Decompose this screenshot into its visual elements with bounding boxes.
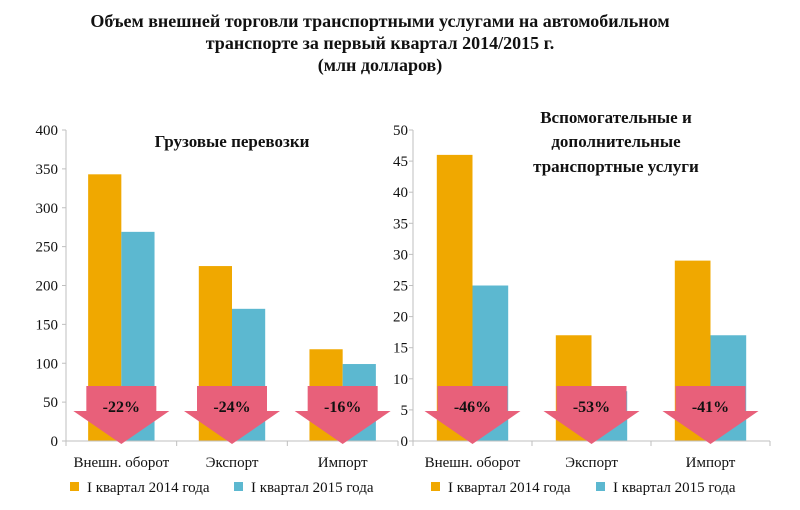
y-tick-label: 15	[393, 341, 408, 357]
y-tick-label: 300	[36, 201, 59, 217]
y-tick-label: 45	[393, 154, 408, 170]
chart-title: Объем внешней торговли транспортными усл…	[0, 10, 760, 76]
legend-label: I квартал 2015 года	[251, 480, 374, 496]
y-tick-label: 5	[401, 403, 409, 419]
legend-swatch	[70, 482, 79, 491]
change-arrow-icon	[662, 386, 759, 444]
x-category-label: Импорт	[686, 455, 736, 471]
legend-label: I квартал 2014 года	[448, 480, 571, 496]
y-tick-label: 200	[36, 279, 59, 295]
panel-title: Вспомогательные и	[540, 108, 692, 127]
change-percent-label: -41%	[692, 399, 729, 416]
change-arrow-icon	[543, 386, 640, 444]
change-percent-label: -24%	[213, 399, 250, 416]
y-tick-label: 20	[393, 310, 408, 326]
panel-title: дополнительные	[551, 132, 681, 151]
change-arrow-icon	[184, 386, 280, 444]
y-tick-label: 40	[393, 185, 408, 201]
x-category-label: Экспорт	[206, 455, 259, 471]
x-category-label: Внешн. оборот	[73, 455, 169, 471]
change-arrow-icon	[424, 386, 521, 444]
legend-label: I квартал 2015 года	[613, 480, 736, 496]
x-category-label: Внешн. оборот	[425, 455, 521, 471]
y-tick-label: 50	[43, 395, 58, 411]
change-percent-label: -16%	[324, 399, 361, 416]
y-tick-label: 150	[36, 317, 59, 333]
chart-title-line-3: (млн долларов)	[317, 55, 443, 75]
y-tick-label: 0	[51, 434, 59, 450]
y-tick-label: 10	[393, 372, 408, 388]
y-tick-label: 100	[36, 356, 59, 372]
legend-label: I квартал 2014 года	[87, 480, 210, 496]
y-tick-label: 250	[36, 240, 59, 256]
change-percent-label: -53%	[573, 399, 610, 416]
legend-swatch	[431, 482, 440, 491]
change-arrow-icon	[73, 386, 170, 444]
legend-swatch	[596, 482, 605, 491]
y-tick-label: 0	[401, 434, 409, 450]
y-tick-label: 25	[393, 279, 408, 295]
panel-title: транспортные услуги	[533, 157, 699, 176]
y-tick-label: 350	[36, 162, 59, 178]
y-tick-label: 35	[393, 216, 408, 232]
change-percent-label: -46%	[454, 399, 491, 416]
change-percent-label: -22%	[103, 399, 140, 416]
legend-swatch	[234, 482, 243, 491]
x-category-label: Экспорт	[565, 455, 618, 471]
chart-title-line-2: транспорте за первый квартал 2014/2015 г…	[205, 33, 555, 53]
panel-title: Грузовые перевозки	[155, 132, 310, 151]
x-category-label: Импорт	[318, 455, 368, 471]
y-tick-label: 30	[393, 247, 408, 263]
y-tick-label: 400	[36, 123, 59, 139]
change-arrow-icon	[294, 386, 391, 444]
y-tick-label: 50	[393, 123, 408, 139]
chart-title-line-1: Объем внешней торговли транспортными усл…	[90, 11, 670, 31]
